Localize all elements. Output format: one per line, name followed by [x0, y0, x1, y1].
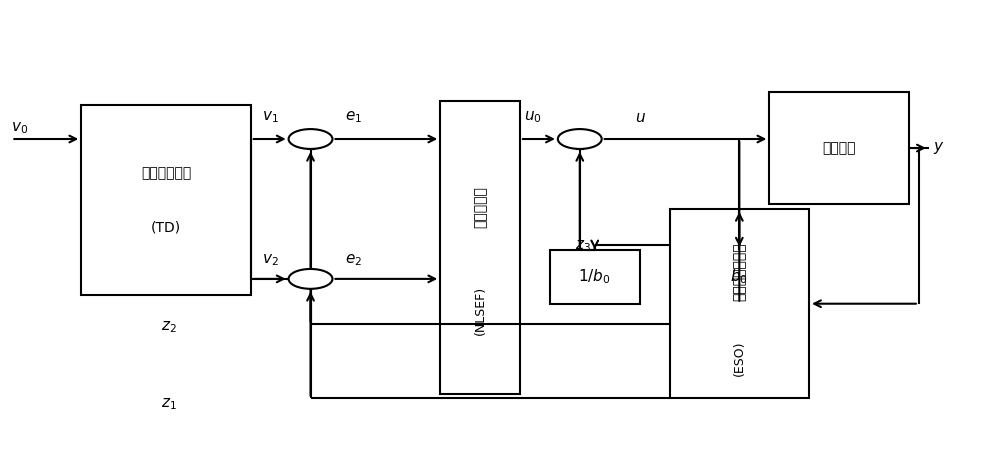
Bar — [699, 250, 779, 304]
Text: $-$: $-$ — [574, 143, 585, 155]
Text: (ESO): (ESO) — [733, 340, 746, 375]
Text: $e_2$: $e_2$ — [345, 252, 362, 267]
Text: $v_2$: $v_2$ — [262, 252, 278, 267]
Circle shape — [289, 129, 332, 149]
Text: 扩张状态观测器: 扩张状态观测器 — [732, 243, 746, 301]
Text: $-$: $-$ — [305, 282, 316, 296]
Text: $b_0$: $b_0$ — [730, 267, 748, 286]
Text: $z_3$: $z_3$ — [575, 238, 591, 254]
Text: $e_1$: $e_1$ — [345, 110, 363, 125]
Bar — [769, 92, 909, 204]
Circle shape — [289, 269, 332, 289]
Text: $y$: $y$ — [933, 140, 944, 156]
Text: 被控对象: 被控对象 — [822, 141, 856, 155]
Text: $v_1$: $v_1$ — [262, 110, 278, 125]
Text: $1/b_0$: $1/b_0$ — [578, 267, 611, 286]
Text: (TD): (TD) — [151, 220, 181, 234]
Bar — [440, 101, 520, 394]
Text: $z_1$: $z_1$ — [161, 396, 177, 412]
Text: 非线性组合: 非线性组合 — [473, 186, 487, 227]
Text: $z_2$: $z_2$ — [161, 320, 177, 336]
Text: 安排过渡过程: 安排过渡过程 — [141, 166, 191, 180]
Text: $v_0$: $v_0$ — [11, 120, 29, 136]
Text: $u$: $u$ — [635, 110, 646, 125]
Circle shape — [558, 129, 602, 149]
Text: $-$: $-$ — [305, 143, 316, 155]
Bar — [81, 105, 251, 295]
Bar — [670, 209, 809, 399]
Text: (NLSEF): (NLSEF) — [474, 286, 487, 335]
Bar — [550, 250, 640, 304]
Text: $u_0$: $u_0$ — [524, 110, 542, 125]
